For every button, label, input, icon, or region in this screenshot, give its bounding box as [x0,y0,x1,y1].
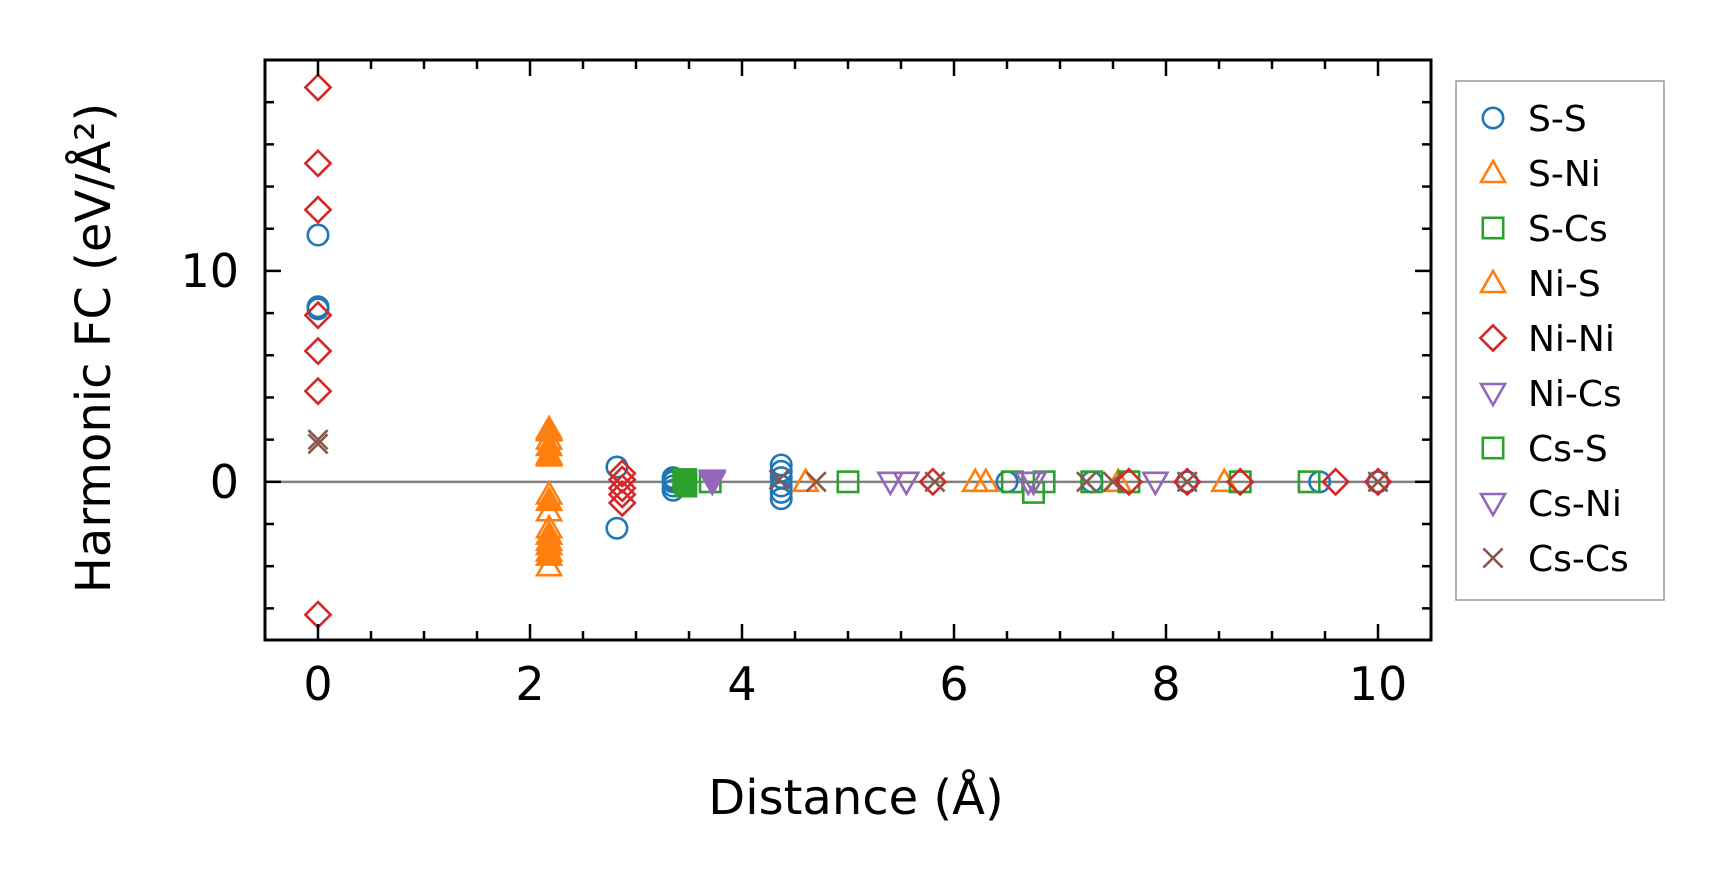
x-tick-label: 4 [727,657,756,711]
data-point [1141,471,1170,497]
data-point [1363,467,1393,497]
legend-item: S-Cs [1481,209,1608,250]
data-point [1176,471,1198,493]
data-point [1075,471,1098,493]
series-cs-ni [698,469,727,495]
legend-marker [1478,268,1508,294]
data-point [303,336,333,366]
series-cs-cs [307,429,1389,493]
data-point [607,488,637,518]
data-point [605,516,629,540]
data-point [1117,470,1141,494]
data-point [1366,470,1390,494]
data-point [303,195,333,225]
x-axis-label: Distance (Å) [708,769,1003,826]
legend-label: S-Ni [1528,154,1601,195]
series-ni-s [534,416,564,566]
data-point [791,467,820,493]
data-point [1175,470,1199,494]
x-tick-label: 8 [1151,657,1180,711]
data-point [768,469,790,491]
data-point [698,469,727,495]
data-point [1225,467,1255,497]
data-point [534,441,564,467]
data-point [876,471,905,497]
x-tick-label: 6 [939,657,968,711]
tick-labels: 0 2 4 6 8 10 0 10 [180,244,1407,711]
x-tick-label: 0 [303,657,332,711]
legend-label: Ni-S [1528,264,1601,305]
data-point [1080,470,1104,494]
legend-marker [1478,323,1508,353]
legend-marker [1481,106,1505,130]
y-tick-label: 0 [210,455,239,509]
legend-label: Cs-Ni [1528,484,1622,525]
data-point [306,297,330,321]
legend-item: Cs-Cs [1482,539,1629,580]
axes-frame [263,58,1433,642]
legend-marker [1481,216,1505,240]
data-point [607,473,637,503]
data-point [303,376,333,406]
axis-ticks [263,58,1433,642]
legend-label: Ni-Ni [1528,319,1615,360]
y-axis-label: Harmonic FC (eV/Å²) [65,103,122,593]
data-point [674,474,698,498]
legend-item: Cs-S [1481,429,1608,470]
legend-item: Ni-S [1478,264,1601,305]
data-point [303,72,333,102]
data-point [1228,470,1252,494]
series-ni-ni [303,72,1393,630]
data-point [1172,467,1202,497]
data-point [1321,467,1351,497]
series-cs-s [674,468,698,498]
data-point [534,541,564,566]
data-point [307,433,329,455]
legend-item: S-S [1481,99,1587,140]
data-point [1367,471,1389,493]
data-point [769,487,793,511]
data-point [607,480,637,509]
data-point [918,467,948,497]
legend-label: Cs-Cs [1528,539,1629,580]
legend-label: S-S [1528,99,1587,140]
legend-item: Ni-Ni [1478,319,1615,360]
data-point [1019,471,1048,497]
data-point [307,429,329,451]
plot-area [265,72,1431,630]
legend-label: Cs-S [1528,429,1608,470]
data-point [303,300,333,330]
data-point [1114,467,1144,497]
series-s-ni [534,414,1239,577]
data-point [303,148,333,178]
legend-label: S-Cs [1528,209,1608,250]
data-point [892,471,921,497]
legend-item: S-Ni [1478,154,1601,195]
x-tick-label: 2 [515,657,544,711]
legend-marker [1478,382,1508,408]
y-tick-label: 10 [180,244,239,298]
legend-marker [1481,436,1505,460]
data-point [924,471,946,493]
data-point [607,458,637,488]
legend-item: Cs-Ni [1478,484,1622,525]
data-point [534,486,564,512]
data-point [1102,471,1124,493]
legend-label: Ni-Cs [1528,374,1622,415]
data-point [1297,470,1321,494]
x-tick-label: 10 [1349,657,1408,711]
legend-marker [1478,158,1508,184]
legend: S-S S-Ni S-Cs Ni-S Ni-Ni Ni-Cs Cs-S Cs-Ni Cs-Cs [1455,80,1665,601]
data-point [607,465,637,495]
data-point [836,470,860,494]
data-point [303,600,333,630]
data-point [971,467,1001,493]
legend-item: Ni-Cs [1478,374,1622,415]
data-point [306,223,330,247]
data-point [805,471,827,493]
legend-marker [1478,492,1508,518]
legend-marker [1482,547,1504,569]
